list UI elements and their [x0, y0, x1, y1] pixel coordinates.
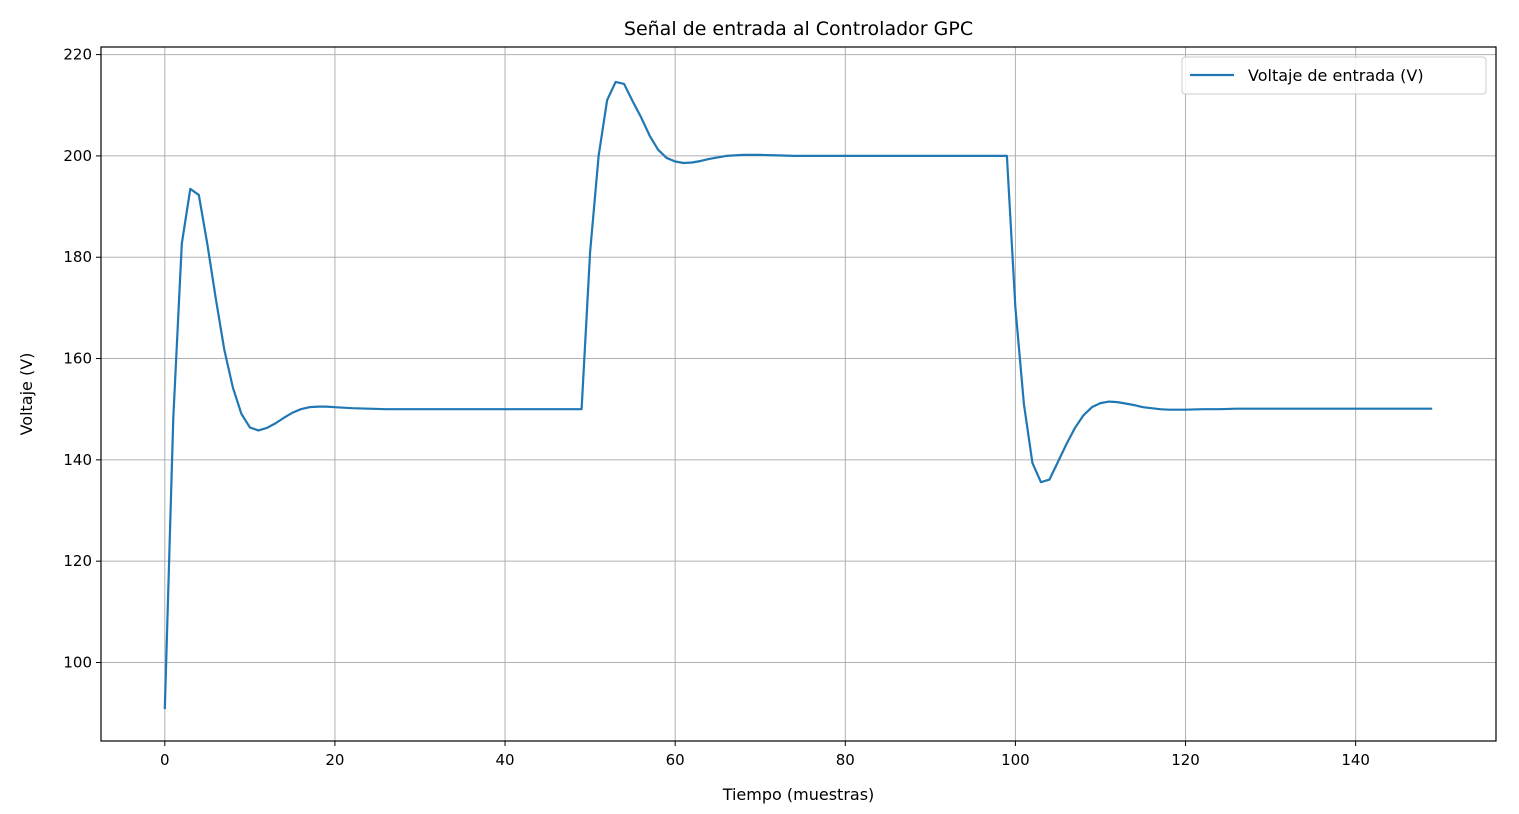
y-tick-label: 180: [63, 248, 92, 266]
y-tick-label: 120: [63, 552, 92, 570]
legend-label: Voltaje de entrada (V): [1248, 66, 1424, 85]
y-tick-label: 160: [63, 350, 92, 368]
plot-area: [163, 80, 1433, 710]
legend: Voltaje de entrada (V): [1181, 56, 1487, 95]
x-tick-label: 60: [666, 751, 685, 769]
legend-box: [1181, 56, 1487, 95]
x-tick-label: 140: [1341, 751, 1370, 769]
y-tick-label: 220: [63, 46, 92, 64]
chart-title: Señal de entrada al Controlador GPC: [624, 18, 973, 40]
x-axis-label: Tiempo (muestras): [722, 785, 875, 804]
axes-frame: [100, 46, 1497, 742]
x-tick-label: 0: [160, 751, 170, 769]
x-tick-label: 40: [495, 751, 514, 769]
y-tick-label: 100: [63, 653, 92, 671]
axis-ticks: 0 20 40 60 80 100 120 140 100 120 140 160 180 200 220: [63, 46, 1370, 769]
x-tick-label: 100: [1001, 751, 1030, 769]
y-axis-label: Voltaje (V): [17, 353, 36, 436]
series-line: [163, 80, 1433, 710]
y-tick-label: 200: [63, 147, 92, 165]
y-tick-label: 140: [63, 451, 92, 469]
x-tick-label: 80: [836, 751, 855, 769]
x-tick-label: 20: [325, 751, 344, 769]
x-tick-label: 120: [1171, 751, 1200, 769]
